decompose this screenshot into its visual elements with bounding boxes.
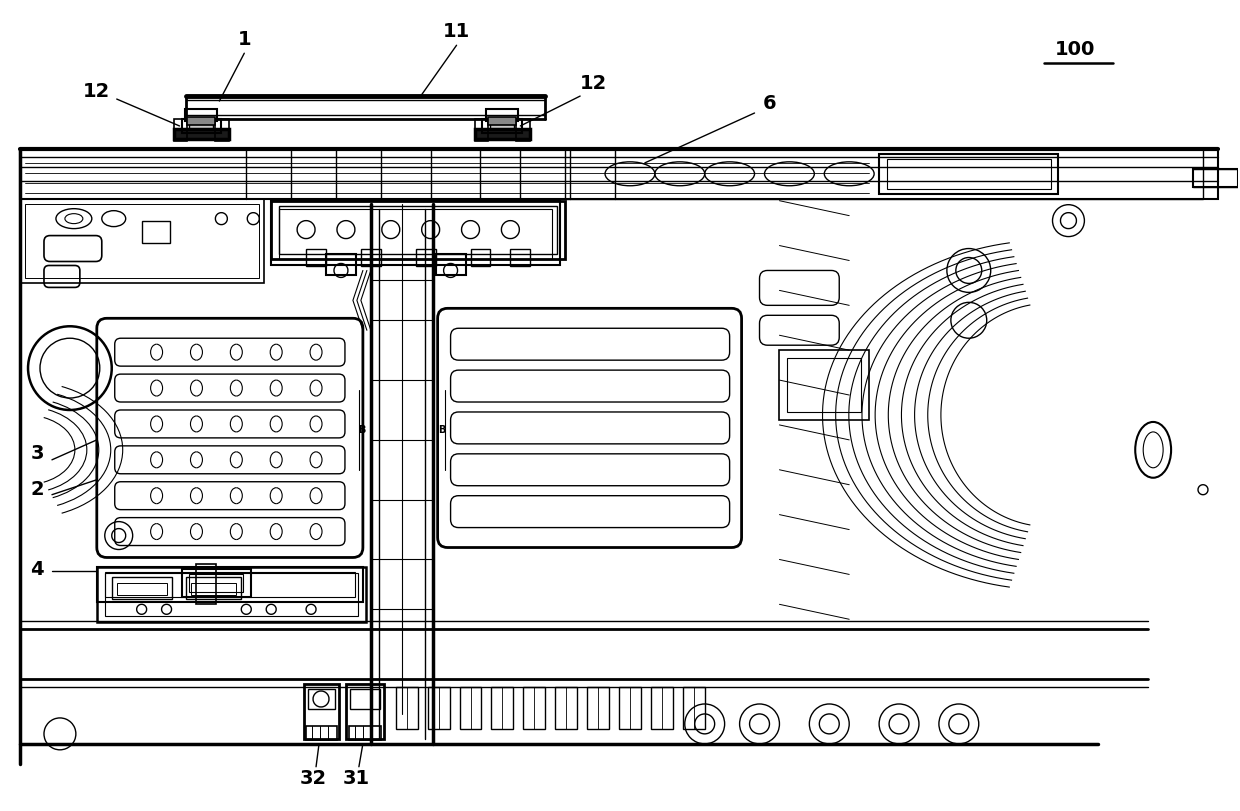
Bar (1193, 169, 1238, 187)
Bar (879, 154, 1059, 194)
Bar (279, 206, 557, 254)
Text: 12: 12 (83, 82, 110, 101)
Bar (475, 129, 531, 139)
Bar (141, 221, 170, 242)
Bar (428, 687, 450, 729)
Bar (470, 248, 491, 267)
Bar (491, 119, 515, 133)
Bar (97, 568, 366, 622)
Bar (104, 573, 355, 598)
Bar (190, 119, 213, 133)
Bar (361, 248, 381, 267)
Bar (104, 573, 358, 616)
Bar (415, 248, 435, 267)
Bar (186, 577, 242, 599)
Bar (117, 583, 166, 595)
Bar (489, 117, 516, 125)
Bar (20, 199, 264, 283)
Text: 32: 32 (300, 769, 326, 788)
Text: 3: 3 (30, 444, 43, 463)
Text: 31: 31 (342, 769, 370, 788)
Bar (348, 726, 381, 740)
Bar (523, 687, 546, 729)
Bar (306, 726, 337, 740)
Text: 100: 100 (1055, 40, 1096, 58)
Bar (196, 564, 217, 604)
Bar (308, 689, 335, 709)
Bar (306, 248, 326, 267)
Bar (272, 200, 560, 265)
Bar (97, 568, 363, 603)
Bar (435, 254, 465, 276)
Bar (486, 109, 518, 121)
Bar (181, 569, 252, 598)
Bar (216, 119, 229, 141)
Bar (587, 687, 609, 729)
Bar (190, 574, 243, 592)
Bar (350, 689, 379, 709)
Bar (112, 577, 171, 599)
Bar (556, 687, 577, 729)
Bar (683, 687, 704, 729)
Bar (174, 129, 229, 139)
Text: 1: 1 (238, 30, 252, 49)
Text: B: B (438, 425, 445, 435)
Bar (191, 583, 237, 595)
Text: 11: 11 (443, 22, 470, 41)
Bar (516, 119, 531, 141)
Bar (174, 119, 187, 141)
Bar (565, 149, 1203, 199)
Text: 12: 12 (579, 74, 606, 92)
Text: 4: 4 (30, 560, 43, 579)
Bar (186, 109, 217, 121)
Bar (887, 159, 1050, 189)
Bar (780, 350, 869, 420)
Bar (25, 204, 259, 278)
Bar (619, 687, 641, 729)
Bar (326, 254, 356, 276)
Bar (475, 119, 489, 141)
Bar (460, 687, 481, 729)
Bar (396, 687, 418, 729)
Bar (187, 117, 216, 125)
Bar (181, 119, 222, 133)
Bar (279, 208, 552, 259)
Bar (511, 248, 531, 267)
Bar (346, 684, 384, 739)
Bar (304, 684, 339, 739)
Bar (20, 149, 1218, 199)
Bar (651, 687, 673, 729)
Bar (482, 119, 522, 133)
Text: 2: 2 (30, 480, 43, 500)
Text: 6: 6 (763, 93, 776, 113)
Text: B: B (358, 425, 366, 435)
Bar (491, 687, 513, 729)
Bar (272, 200, 565, 259)
Bar (787, 358, 861, 412)
